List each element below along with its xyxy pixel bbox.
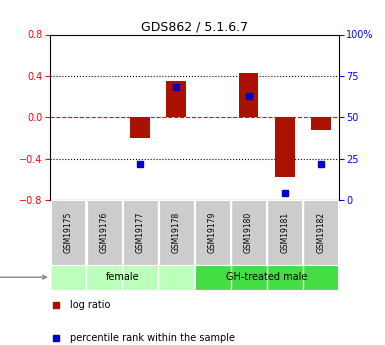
Bar	[303, 200, 338, 265]
Bar	[195, 200, 230, 265]
Bar	[267, 200, 302, 265]
Bar	[231, 200, 266, 265]
Bar	[131, 117, 150, 138]
Bar	[51, 200, 85, 265]
Text: GSM19180: GSM19180	[244, 212, 253, 253]
Text: GSM19177: GSM19177	[136, 212, 145, 253]
Bar	[275, 117, 295, 177]
Text: GSM19181: GSM19181	[280, 212, 289, 253]
Text: GSM19176: GSM19176	[100, 212, 109, 253]
Bar	[311, 117, 331, 130]
Text: percentile rank within the sample: percentile rank within the sample	[70, 333, 235, 343]
Text: GSM19179: GSM19179	[208, 212, 217, 253]
Text: log ratio: log ratio	[70, 300, 110, 310]
Text: other: other	[0, 272, 47, 282]
Bar	[159, 200, 194, 265]
Bar	[195, 265, 338, 290]
Bar	[166, 81, 186, 117]
Text: GSM19175: GSM19175	[64, 212, 73, 253]
Bar	[51, 265, 194, 290]
Bar	[123, 200, 157, 265]
Text: GH-treated male: GH-treated male	[226, 272, 307, 282]
Text: GSM19178: GSM19178	[172, 212, 181, 253]
Bar	[239, 73, 258, 117]
Bar	[87, 200, 122, 265]
Text: female: female	[105, 272, 139, 282]
Title: GDS862 / 5.1.6.7: GDS862 / 5.1.6.7	[141, 20, 248, 33]
Text: GSM19182: GSM19182	[316, 212, 325, 253]
